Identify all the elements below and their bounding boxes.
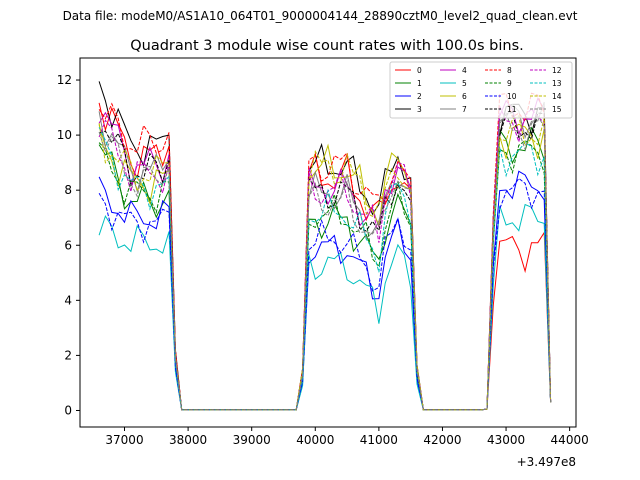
series-lines	[98, 81, 552, 411]
legend-label-9: 9	[507, 79, 512, 88]
legend-label-11: 11	[507, 105, 517, 114]
x-tick-label: 43000	[487, 433, 525, 447]
legend-label-10: 10	[507, 92, 517, 101]
legend-label-4: 4	[462, 66, 467, 75]
y-tick-label: 8	[64, 183, 72, 197]
axes	[79, 57, 577, 428]
legend-label-14: 14	[552, 92, 562, 101]
x-tick-label: 38000	[169, 433, 207, 447]
y-tick-label: 0	[64, 403, 72, 417]
series-line-10	[98, 177, 552, 411]
x-tick-label: 40000	[296, 433, 334, 447]
x-tick-label: 42000	[423, 433, 461, 447]
legend-box	[389, 61, 573, 119]
legend-label-12: 12	[552, 66, 562, 75]
data-file-label: Data file: modeM0/AS1A10_064T01_90000041…	[63, 9, 578, 23]
x-tick-label: 39000	[233, 433, 271, 447]
ticks: 37000 38000 39000 40000 41000 42000 43000 44000…	[57, 73, 589, 447]
legend-label-1: 1	[417, 79, 422, 88]
x-tick-label: 37000	[105, 433, 143, 447]
legend-label-2: 2	[417, 92, 422, 101]
legend-label-8: 8	[507, 66, 512, 75]
y-tick-label: 2	[64, 348, 72, 362]
y-tick-label: 10	[57, 128, 72, 142]
x-tick-label: 41000	[360, 433, 398, 447]
legend-label-6: 6	[462, 92, 467, 101]
x-offset-label: +3.497e8	[517, 455, 576, 469]
legend-label-7: 7	[462, 105, 467, 114]
x-tick-label: 44000	[551, 433, 589, 447]
series-line-15	[98, 112, 552, 411]
legend-label-3: 3	[417, 105, 422, 114]
y-tick-label: 12	[57, 73, 72, 87]
chart-title: Quadrant 3 module wise count rates with …	[130, 38, 524, 54]
legend-label-5: 5	[462, 79, 467, 88]
legend-label-13: 13	[552, 79, 562, 88]
legend-label-0: 0	[417, 66, 422, 75]
y-tick-label: 6	[64, 238, 72, 252]
axes-frame	[79, 57, 577, 428]
legend-label-15: 15	[552, 105, 562, 114]
y-tick-label: 4	[64, 293, 72, 307]
